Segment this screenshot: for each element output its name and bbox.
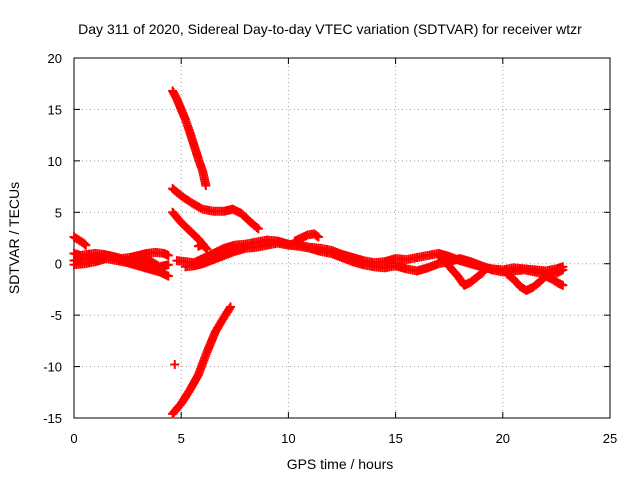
x-tick-label: 10 [281,431,295,446]
data-segment [180,115,194,135]
data-segment [211,314,228,337]
y-tick-label: 20 [48,51,62,66]
chart-title: Day 311 of 2020, Sidereal Day-to-day VTE… [78,21,582,37]
y-tick-label: 15 [48,102,62,117]
data-segment [219,205,236,216]
data-segment [189,140,203,162]
data-segment [219,247,238,260]
data-point [558,265,568,275]
series-early-baseline-c [69,254,173,281]
data-segment [502,269,517,283]
y-tick-label: 0 [55,257,62,272]
data-point [201,181,211,191]
plot-frame [73,57,611,419]
x-tick-label: 25 [603,431,617,446]
data-segment [193,154,207,174]
x-tick-label: 5 [178,431,185,446]
data-point [313,232,323,242]
data-point [226,302,236,312]
x-axis-tick-labels: 0 5 10 15 20 25 [70,431,617,446]
data-segment [198,204,216,216]
data-point [170,360,180,370]
data-segment [348,257,367,269]
series-descending-upper [168,86,211,191]
x-axis-label: GPS time / hours [287,456,394,472]
data-segment [176,387,194,409]
x-tick-label: 20 [496,431,510,446]
data-point [163,250,173,260]
data-segment [198,166,210,188]
data-segment [185,372,202,395]
data-point [81,240,91,250]
axis-ticks [73,57,611,419]
data-series [69,86,568,419]
grid-lines [74,58,610,418]
data-segment [459,278,474,290]
y-tick-label: -5 [50,308,62,323]
x-tick-label: 0 [70,431,77,446]
data-segment [245,217,262,233]
data-point [163,271,173,281]
data-segment [472,268,487,282]
y-axis-tick-labels: -15 -10 -5 0 5 10 15 20 [43,51,62,426]
series-late-dip-b [502,269,568,295]
series-late-dip-a [433,250,489,290]
y-tick-label: 5 [55,205,62,220]
data-point [163,260,173,270]
y-axis-label: SDTVAR / TECUs [6,182,22,294]
data-segment [69,259,88,270]
series-early-decline [69,232,91,250]
data-segment [168,207,185,226]
data-segment [193,349,211,380]
data-point [558,280,568,290]
y-tick-label: -10 [43,360,62,375]
series-cross-mark [193,239,208,251]
data-segment [236,208,253,225]
data-segment [133,261,152,273]
series-rising-lower [168,302,236,419]
data-point [202,244,212,254]
series-main-band-b [180,238,568,279]
data-point [479,267,489,277]
data-segment [176,104,190,123]
data-segment [476,261,495,274]
y-tick-label: -15 [43,411,62,426]
data-point [198,239,208,249]
data-segment [176,218,193,234]
y-tick-label: 10 [48,154,62,169]
x-tick-label: 15 [388,431,402,446]
series-mid-rise [290,229,323,246]
series-isolated-low [170,360,180,370]
data-segment [423,259,442,273]
data-segment [219,304,234,322]
data-point [253,224,263,234]
series-descending-mid [168,184,263,234]
data-segment [172,94,185,113]
